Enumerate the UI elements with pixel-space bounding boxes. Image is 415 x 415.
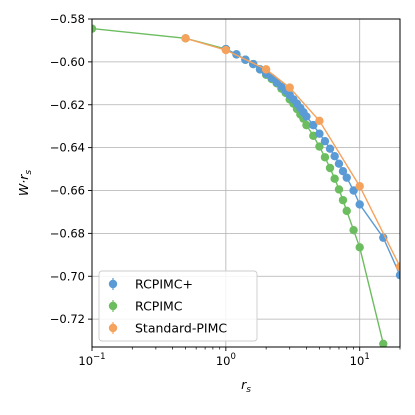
legend-box xyxy=(98,270,258,342)
data-point xyxy=(302,112,311,121)
legend-item: RCPIMC xyxy=(108,299,183,314)
data-point xyxy=(395,262,400,271)
data-point xyxy=(355,243,364,252)
data-point xyxy=(261,65,271,74)
y-tick-label: −0.60 xyxy=(50,55,85,69)
data-point xyxy=(325,144,335,153)
data-point xyxy=(349,225,358,235)
x-tick-label: 101 xyxy=(350,352,370,368)
data-point xyxy=(330,174,339,183)
series-line xyxy=(185,37,400,267)
data-point xyxy=(342,206,351,216)
data-point xyxy=(349,186,358,195)
data-point xyxy=(330,152,339,161)
x-tick-label: 100 xyxy=(216,352,236,368)
data-point xyxy=(302,120,311,130)
data-point xyxy=(315,142,324,151)
data-point xyxy=(379,233,388,242)
data-point xyxy=(355,182,364,191)
data-point xyxy=(309,120,318,130)
y-axis-label: W·rs xyxy=(16,170,34,196)
y-tick-label: −0.58 xyxy=(50,12,85,26)
legend-marker xyxy=(108,301,118,311)
y-tick-label: −0.62 xyxy=(50,98,85,112)
data-point xyxy=(355,200,364,209)
data-point xyxy=(379,339,388,347)
legend-label: RCPIMC+ xyxy=(135,277,193,292)
legend-item: Standard-PIMC xyxy=(108,321,227,336)
legend: RCPIMC+ RCPIMC Standard-PIMC xyxy=(98,270,258,342)
series-clip xyxy=(92,24,400,347)
series-layer xyxy=(92,24,400,347)
data-point xyxy=(342,173,351,182)
y-tick-label: −0.70 xyxy=(50,269,85,283)
series-standard-pimc xyxy=(181,34,400,271)
x-axis-label: rs xyxy=(241,377,251,395)
legend-marker xyxy=(108,279,118,289)
data-point xyxy=(285,83,294,92)
plot-frame xyxy=(91,18,401,348)
legend-item: RCPIMC+ xyxy=(108,277,193,292)
series-rcpimc- xyxy=(221,44,400,280)
x-tick-label: 10−1 xyxy=(78,352,105,368)
y-tick-label: −0.72 xyxy=(50,312,85,326)
legend-label: RCPIMC xyxy=(135,299,183,314)
y-tick-label: −0.64 xyxy=(50,141,85,155)
data-point xyxy=(320,136,330,146)
legend-marker xyxy=(108,323,118,333)
data-point xyxy=(315,116,324,126)
ticks: 10−1 100 101 −0.58 −0.60 −0.62 −0.64 −0.66 −0.68… xyxy=(50,12,401,368)
y-tick-label: −0.68 xyxy=(50,226,85,240)
data-point xyxy=(334,159,344,168)
data-point xyxy=(325,163,335,173)
data-point xyxy=(395,270,400,280)
series-line xyxy=(225,48,400,276)
data-point xyxy=(334,185,344,194)
legend-label: Standard-PIMC xyxy=(135,321,227,336)
data-point xyxy=(338,167,348,176)
y-tick-label: −0.66 xyxy=(50,184,85,198)
data-point xyxy=(221,45,231,55)
data-point xyxy=(181,34,190,43)
data-point xyxy=(338,195,348,205)
data-point xyxy=(315,129,324,138)
data-point xyxy=(92,24,97,33)
data-point xyxy=(320,153,330,162)
